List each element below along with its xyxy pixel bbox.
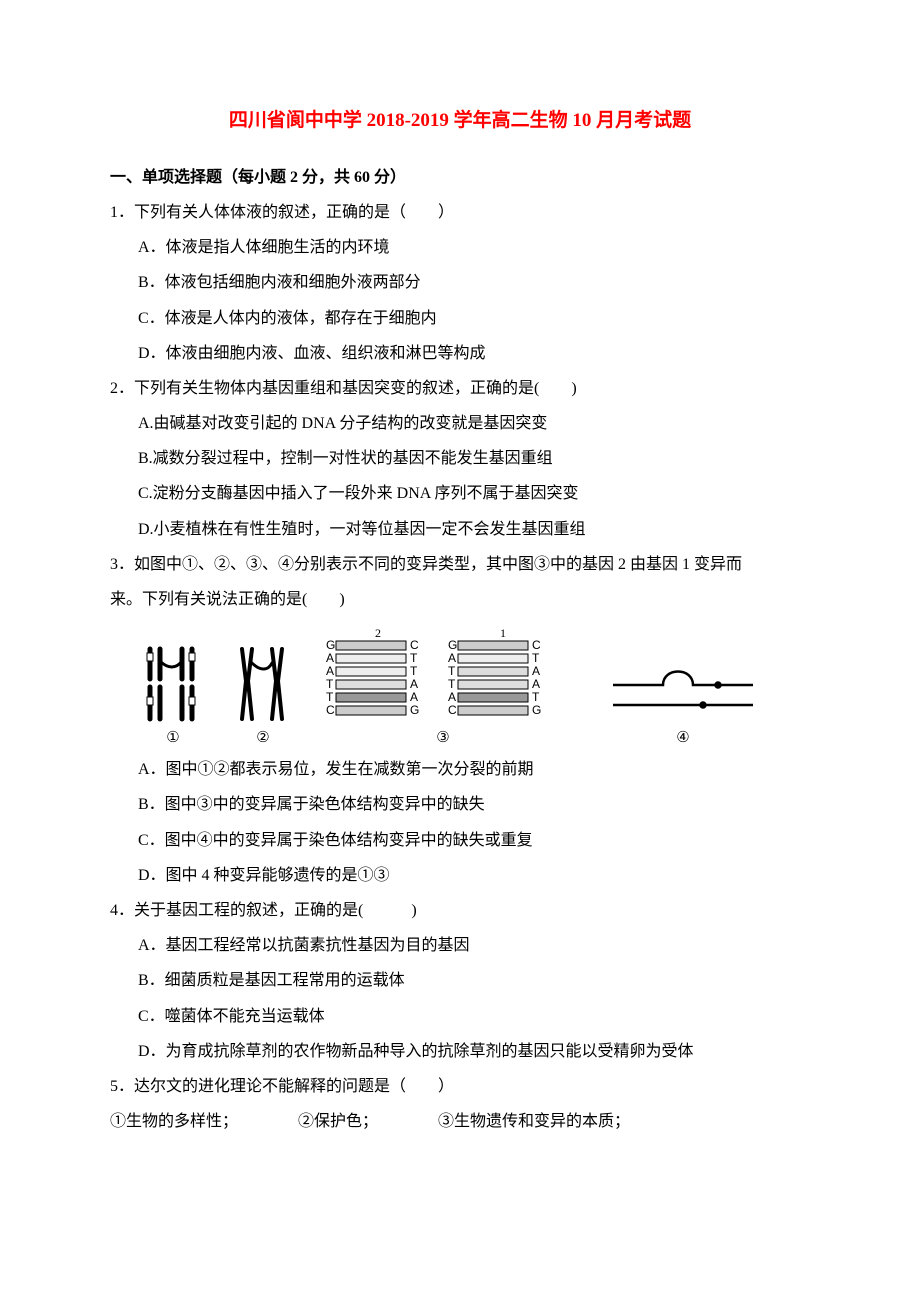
q2-option-d: D.小麦植株在有性生殖时，一对等位基因一定不会发生基因重组 bbox=[110, 512, 810, 547]
svg-text:C: C bbox=[532, 638, 541, 652]
q3-fig-label-2: ② bbox=[256, 731, 269, 746]
q3-stem-line2: 来。下列有关说法正确的是( ) bbox=[110, 582, 810, 617]
svg-text:T: T bbox=[532, 690, 540, 704]
q4-stem: 4．关于基因工程的叙述，正确的是( ) bbox=[110, 893, 810, 928]
chromosome-loop-icon bbox=[608, 657, 758, 727]
q2-option-b: B.减数分裂过程中，控制一对性状的基因不能发生基因重组 bbox=[110, 441, 810, 476]
q2-option-a: A.由碱基对改变引起的 DNA 分子结构的改变就是基因突变 bbox=[110, 406, 810, 441]
q3-figure-3: 2 1 GC AT AT TA TA CG GC AT TA TA AT CG … bbox=[318, 627, 568, 746]
q3-fig-label-4: ④ bbox=[676, 731, 689, 746]
svg-text:A: A bbox=[532, 677, 540, 691]
svg-text:T: T bbox=[326, 677, 334, 691]
q4-option-d: D．为育成抗除草剂的农作物新品种导入的抗除草剂的基因只能以受精卵为受体 bbox=[110, 1034, 810, 1069]
q4-option-c: C．噬菌体不能充当运载体 bbox=[110, 999, 810, 1034]
svg-text:1: 1 bbox=[500, 627, 506, 640]
section-heading: 一、单项选择题（每小题 2 分，共 60 分） bbox=[110, 160, 810, 195]
q5-items: ①生物的多样性； ②保护色； ③生物遗传和变异的本质； bbox=[110, 1104, 810, 1139]
q3-option-d: D．图中 4 种变异能够遗传的是①③ bbox=[110, 858, 810, 893]
q3-option-c: C．图中④中的变异属于染色体结构变异中的缺失或重复 bbox=[110, 823, 810, 858]
svg-text:T: T bbox=[448, 677, 456, 691]
page-title: 四川省阆中中学 2018-2019 学年高二生物 10 月月考试题 bbox=[110, 100, 810, 142]
chromosome-pair-icon bbox=[228, 641, 298, 727]
svg-text:2: 2 bbox=[375, 627, 381, 640]
q1-option-a: A．体液是指人体细胞生活的内环境 bbox=[110, 230, 810, 265]
q3-stem-line1: 3．如图中①、②、③、④分别表示不同的变异类型，其中图③中的基因 2 由基因 1… bbox=[110, 547, 810, 582]
q5-item-3: ③生物遗传和变异的本质； bbox=[438, 1104, 630, 1139]
q3-fig-label-3: ③ bbox=[436, 731, 449, 746]
q3-option-b: B．图中③中的变异属于染色体结构变异中的缺失 bbox=[110, 787, 810, 822]
svg-text:A: A bbox=[326, 651, 334, 665]
svg-text:A: A bbox=[326, 664, 334, 678]
q4-option-a: A．基因工程经常以抗菌素抗性基因为目的基因 bbox=[110, 928, 810, 963]
svg-text:A: A bbox=[532, 664, 540, 678]
svg-text:G: G bbox=[326, 638, 335, 652]
q3-figure-1: ① bbox=[138, 641, 208, 746]
svg-text:G: G bbox=[532, 703, 541, 717]
q5-stem: 5．达尔文的进化理论不能解释的问题是（ ） bbox=[110, 1069, 810, 1104]
q3-figure-4: ④ bbox=[608, 657, 758, 746]
svg-text:G: G bbox=[410, 703, 419, 717]
svg-text:T: T bbox=[532, 651, 540, 665]
svg-text:A: A bbox=[410, 690, 418, 704]
q1-option-d: D．体液由细胞内液、血液、组织液和淋巴等构成 bbox=[110, 336, 810, 371]
q2-option-c: C.淀粉分支酶基因中插入了一段外来 DNA 序列不属于基因突变 bbox=[110, 476, 810, 511]
gene-sequence-icon: 2 1 GC AT AT TA TA CG GC AT TA TA AT CG bbox=[318, 627, 568, 727]
q3-figure-row: ① ② 2 1 GC AT AT TA TA CG bbox=[138, 627, 810, 746]
q3-fig-label-1: ① bbox=[166, 731, 179, 746]
chromosome-crossover-icon bbox=[138, 641, 208, 727]
svg-text:A: A bbox=[448, 651, 456, 665]
q1-stem: 1．下列有关人体体液的叙述，正确的是（ ） bbox=[110, 195, 810, 230]
svg-text:T: T bbox=[448, 664, 456, 678]
q2-stem: 2．下列有关生物体内基因重组和基因突变的叙述，正确的是( ) bbox=[110, 371, 810, 406]
svg-text:T: T bbox=[410, 664, 418, 678]
q1-option-c: C．体液是人体内的液体，都存在于细胞内 bbox=[110, 301, 810, 336]
q4-option-b: B．细菌质粒是基因工程常用的运载体 bbox=[110, 963, 810, 998]
svg-text:A: A bbox=[410, 677, 418, 691]
svg-text:A: A bbox=[448, 690, 456, 704]
q5-item-2: ②保护色； bbox=[298, 1104, 378, 1139]
svg-text:T: T bbox=[410, 651, 418, 665]
svg-text:T: T bbox=[326, 690, 334, 704]
q3-figure-2: ② bbox=[228, 641, 298, 746]
q1-option-b: B．体液包括细胞内液和细胞外液两部分 bbox=[110, 265, 810, 300]
svg-text:C: C bbox=[448, 703, 457, 717]
q3-option-a: A．图中①②都表示易位，发生在减数第一次分裂的前期 bbox=[110, 752, 810, 787]
svg-text:G: G bbox=[448, 638, 457, 652]
svg-text:C: C bbox=[326, 703, 335, 717]
q5-item-1: ①生物的多样性； bbox=[110, 1104, 238, 1139]
svg-text:C: C bbox=[410, 638, 419, 652]
